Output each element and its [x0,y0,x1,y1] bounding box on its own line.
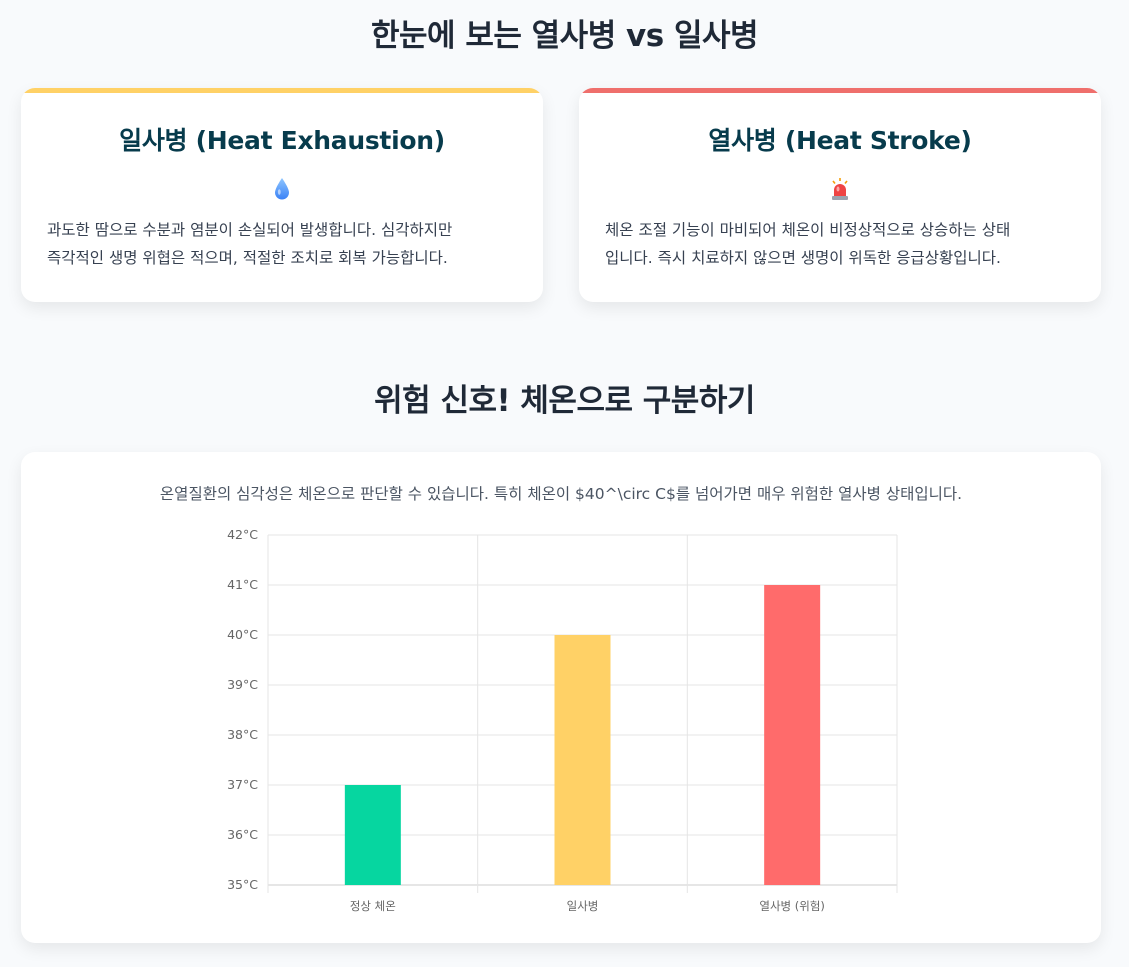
y-tick-label: 37°C [227,777,258,792]
chart-card: 온열질환의 심각성은 체온으로 판단할 수 있습니다. 특히 체온이 $40^\… [21,452,1101,943]
x-tick-label: 정상 체온 [350,899,396,913]
card-description: 체온 조절 기능이 마비되어 체온이 비정상적으로 상승하는 상태 입니다. 즉… [605,216,1075,272]
bar [764,585,821,885]
y-tick-label: 36°C [227,827,258,842]
bar [344,785,401,885]
droplet-icon [21,177,543,203]
heat-exhaustion-card: 일사병 (Heat Exhaustion) 과도한 땀으로 수분과 염분이 손실… [21,88,543,302]
x-tick-label: 일사병 [567,899,599,913]
y-tick-label: 42°C [227,527,258,542]
card-title: 일사병 (Heat Exhaustion) [119,126,445,155]
card-title: 열사병 (Heat Stroke) [708,126,972,155]
card-description-line-1: 체온 조절 기능이 마비되어 체온이 비정상적으로 상승하는 상태 [605,221,1011,239]
card-description-line-1: 과도한 땀으로 수분과 염분이 손실되어 발생합니다. 심각하지만 [47,221,453,239]
card-description: 과도한 땀으로 수분과 염분이 손실되어 발생합니다. 심각하지만 즉각적인 생… [47,216,517,272]
chart-description: 온열질환의 심각성은 체온으로 판단할 수 있습니다. 특히 체온이 $40^\… [159,485,963,503]
card-description-line-2: 입니다. 즉시 치료하지 않으면 생명이 위독한 응급상황입니다. [605,249,1001,267]
card-description-line-2: 즉각적인 생명 위협은 적으며, 적절한 조치로 회복 가능합니다. [47,249,448,267]
comparison-title: 한눈에 보는 열사병 vs 일사병 [370,18,759,54]
y-tick-label: 41°C [227,577,258,592]
signal-title: 위험 신호! 체온으로 구분하기 [374,383,755,419]
y-tick-label: 39°C [227,677,258,692]
bar [554,635,611,885]
y-tick-label: 40°C [227,627,258,642]
x-tick-label: 열사병 (위험) [759,899,825,913]
siren-icon [579,177,1101,203]
heat-stroke-card: 열사병 (Heat Stroke) 체온 조절 기능이 마비되어 체온이 비정상… [579,88,1101,302]
y-tick-label: 38°C [227,727,258,742]
y-tick-label: 35°C [227,877,258,892]
body-temperature-chart: 35°C 36°C 37°C 38°C 39°C 40°C 41°C 42°C 정상 체온 일사병… [227,527,898,913]
